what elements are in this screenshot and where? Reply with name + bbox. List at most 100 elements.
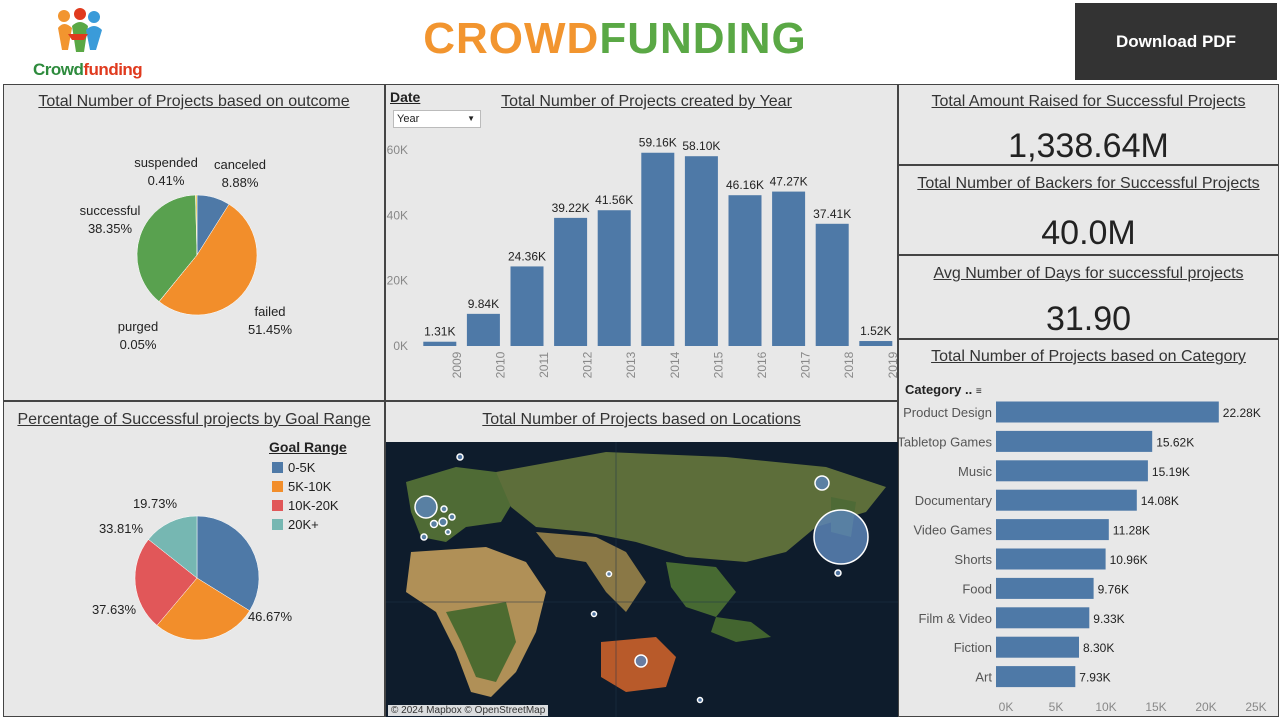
goal-slice-10K-20K (134, 539, 198, 626)
goal-label-20K+: 19.73% (133, 496, 178, 511)
category-label: Shorts (954, 552, 992, 567)
category-bar (996, 548, 1106, 570)
category-value-label: 9.76K (1098, 582, 1129, 596)
kpi-days: Avg Number of Days for successful projec… (898, 255, 1279, 339)
category-label: Documentary (915, 493, 993, 508)
bar-2012 (554, 217, 588, 346)
legend-item-10k-20k[interactable]: 10K-20K (272, 498, 339, 513)
legend-item-0-5k[interactable]: 0-5K (272, 460, 315, 475)
x-tick-label: 0K (999, 700, 1014, 714)
outcome-pie-chart: canceled 8.88% failed 51.45% purged 0.05% succ… (80, 155, 293, 352)
bar-label-2010: 9.84K (468, 297, 499, 311)
bar-label-2009: 1.31K (424, 325, 455, 339)
y-tick-label: 40K (387, 208, 408, 222)
pie-slice-suspended (195, 194, 198, 256)
x-tick-label: 20K (1195, 700, 1216, 714)
kpi-days-value: 31.90 (1045, 300, 1132, 338)
category-label: Fiction (954, 640, 992, 655)
bar-label-2012: 39.22K (552, 201, 590, 215)
x-tick-label: 25K (1245, 700, 1266, 714)
kpi-amount-title: Total Amount Raised for Successful Proje… (931, 93, 1246, 110)
pie-value-successful: 38.35% (88, 221, 133, 236)
dashboard-title: CROWDFUNDING (423, 14, 807, 63)
x-tick-label: 2015 (711, 351, 725, 378)
x-tick-label: 2010 (493, 351, 507, 378)
bar-label-2013: 41.56K (595, 193, 633, 207)
category-bar (996, 401, 1219, 423)
goal-label-10K-20K: 33.81% (99, 521, 144, 536)
outcome-chart-title: Total Number of Projects based on outcom… (38, 93, 350, 110)
goal-slice-20K+ (148, 515, 198, 579)
goal-legend-title: Goal Range (269, 439, 347, 455)
bar-2013 (597, 210, 631, 346)
x-tick-label: 2012 (581, 351, 595, 378)
category-sort-header[interactable]: Category .. ≡ (905, 382, 982, 397)
legend-item-20k-plus[interactable]: 20K+ (272, 517, 319, 532)
category-label: Film & Video (919, 611, 992, 626)
goal-label-0-5K: 46.67% (248, 609, 293, 624)
pie-value-canceled: 8.88% (222, 175, 259, 190)
x-tick-label: 2013 (624, 351, 638, 378)
category-label: Product Design (903, 405, 992, 420)
bar-2009 (423, 341, 457, 346)
pie-label-canceled: canceled (214, 157, 266, 172)
crowdfunding-logo: Crowdfunding (30, 8, 143, 80)
kpi-backers: Total Number of Backers for Successful P… (898, 165, 1279, 255)
kpi-backers-value: 40.0M (1041, 214, 1136, 252)
category-label: Music (958, 464, 992, 479)
date-level-select[interactable]: Year ▼ (393, 110, 481, 128)
bar-2016 (728, 195, 762, 346)
category-bar (996, 607, 1090, 629)
category-value-label: 11.28K (1113, 524, 1150, 538)
category-value-label: 7.93K (1079, 671, 1110, 685)
pie-slice-failed (158, 203, 258, 316)
kpi-amount-value: 1,338.64M (1008, 127, 1169, 165)
x-tick-label: 5K (1049, 700, 1064, 714)
category-bar (996, 577, 1094, 599)
x-tick-label: 2016 (755, 351, 769, 378)
category-bar (996, 430, 1153, 452)
world-map-graphic (386, 442, 898, 717)
category-label: Food (962, 581, 992, 596)
category-panel: Total Number of Projects based on Catego… (898, 339, 1279, 717)
world-map[interactable]: © 2024 Mapbox © OpenStreetMap (386, 442, 898, 717)
locations-chart-title: Total Number of Projects based on Locati… (482, 411, 801, 428)
bar-2015 (684, 156, 718, 346)
bar-2010 (466, 313, 500, 346)
kpi-backers-title: Total Number of Backers for Successful P… (917, 175, 1260, 192)
bar-label-2018: 37.41K (813, 207, 851, 221)
download-pdf-button[interactable]: Download PDF (1075, 3, 1277, 80)
year-chart-title: Total Number of Projects created by Year (501, 93, 792, 110)
category-value-label: 10.96K (1110, 553, 1148, 567)
bar-label-2019: 1.52K (860, 324, 891, 338)
caret-down-icon: ▼ (467, 114, 475, 123)
legend-item-5k-10k[interactable]: 5K-10K (272, 479, 331, 494)
category-value-label: 22.28K (1223, 406, 1261, 420)
pie-value-failed: 51.45% (248, 322, 293, 337)
bar-2017 (772, 191, 806, 346)
date-filter-label: Date (390, 89, 421, 105)
category-bar (996, 460, 1148, 482)
category-bar (996, 666, 1076, 688)
x-tick-label: 15K (1145, 700, 1166, 714)
category-value-label: 9.33K (1093, 612, 1124, 626)
sort-icon[interactable]: ≡ (975, 386, 982, 397)
kpi-amount-raised: Total Amount Raised for Successful Proje… (898, 84, 1279, 165)
category-bar (996, 636, 1079, 658)
category-bar-chart: Product Design 22.28K Tabletop Games 15.62K… (899, 401, 1267, 714)
outcome-panel: Total Number of Projects based on outcom… (3, 84, 385, 401)
map-attribution[interactable]: © 2024 Mapbox © OpenStreetMap (388, 705, 549, 716)
category-bar (996, 489, 1137, 511)
bar-2019 (859, 341, 893, 346)
pie-label-purged: purged (118, 319, 158, 334)
pie-slice-successful (136, 194, 198, 302)
locations-panel: Total Number of Projects based on Locati… (385, 401, 898, 717)
category-value-label: 15.62K (1156, 435, 1194, 449)
category-value-label: 8.30K (1083, 641, 1114, 655)
x-tick-label: 2009 (450, 351, 464, 378)
pie-label-successful: successful (80, 203, 141, 218)
pie-value-purged: 0.05% (120, 337, 157, 352)
category-label: Tabletop Games (899, 434, 992, 449)
category-label: Video Games (913, 523, 992, 538)
